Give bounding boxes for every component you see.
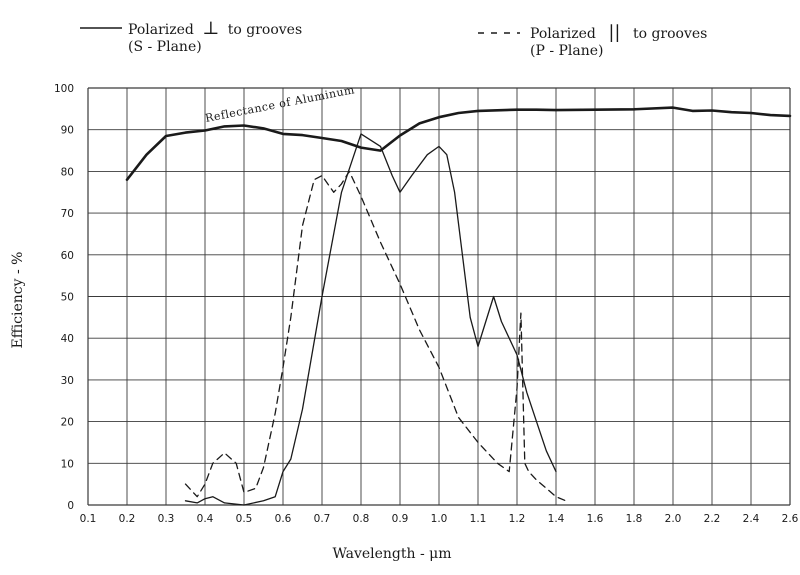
parallel-icon: ||	[608, 22, 621, 43]
x-tick-label: 1.2	[509, 513, 526, 525]
x-tick-label: 0.1	[80, 513, 97, 525]
reflectance-annotation: Reflectance of Aluminum	[204, 83, 356, 125]
x-tick-label: 1.1	[470, 513, 487, 525]
x-tick-label: 0.5	[236, 513, 253, 525]
legend-s-suffix: to grooves	[227, 22, 303, 38]
reflectance-line	[125, 106, 792, 181]
legend-p-plane: Polarized || to grooves (P - Plane)	[530, 24, 707, 60]
perpendicular-icon: ⊥	[202, 18, 220, 39]
y-tick-label: 0	[67, 500, 74, 512]
legend-p-suffix: to grooves	[632, 26, 708, 42]
x-tick-label: 1.4	[548, 513, 565, 525]
x-tick-label: 1.6	[587, 513, 604, 525]
x-tick-label: 0.8	[353, 513, 370, 525]
y-axis-label: Efficiency - %	[10, 252, 26, 349]
legend-p-plane-label: (P - Plane)	[530, 43, 604, 59]
y-tick-label: 100	[54, 83, 74, 95]
y-tick-label: 10	[61, 458, 74, 470]
p_plane-line	[184, 170, 567, 502]
x-tick-label: 1.0	[431, 513, 448, 525]
x-tick-label: 2.0	[665, 513, 682, 525]
x-tick-label: 0.2	[119, 513, 136, 525]
y-tick-label: 70	[61, 208, 74, 220]
y-tick-label: 30	[61, 375, 74, 387]
x-tick-label: 2.4	[743, 513, 760, 525]
y-tick-label: 60	[61, 250, 74, 262]
s_plane-line	[184, 133, 557, 506]
x-tick-label: 0.4	[197, 513, 214, 525]
legend-s-label: Polarized	[128, 22, 194, 38]
y-tick-label: 20	[61, 417, 74, 429]
x-tick-label: 2.2	[704, 513, 721, 525]
y-tick-labels: 0 10 20 30 40 50 60 70 80 90 100	[54, 83, 74, 512]
y-tick-label: 40	[61, 333, 74, 345]
x-tick-label: 2.6	[782, 513, 799, 525]
x-tick-label: 0.7	[314, 513, 331, 525]
y-tick-label: 50	[61, 292, 74, 304]
grid	[87, 87, 791, 506]
y-tick-label: 80	[61, 166, 74, 178]
legend-s-plane-label: (S - Plane)	[128, 39, 202, 55]
x-tick-label: 0.6	[275, 513, 292, 525]
x-axis-label: Wavelength - μm	[332, 546, 451, 562]
x-tick-labels: 0.1 0.2 0.3 0.4 0.5 0.6 0.7 0.8 0.9 1.0 1.1 1.2 1.4 1…	[80, 513, 799, 525]
x-tick-label: 1.8	[626, 513, 643, 525]
legend-s-plane: Polarized ⊥ to grooves (S - Plane)	[128, 20, 302, 56]
x-tick-label: 0.3	[158, 513, 175, 525]
legend-p-label: Polarized	[530, 26, 596, 42]
data-series	[125, 106, 792, 506]
y-tick-label: 90	[61, 125, 74, 137]
x-tick-label: 0.9	[392, 513, 409, 525]
